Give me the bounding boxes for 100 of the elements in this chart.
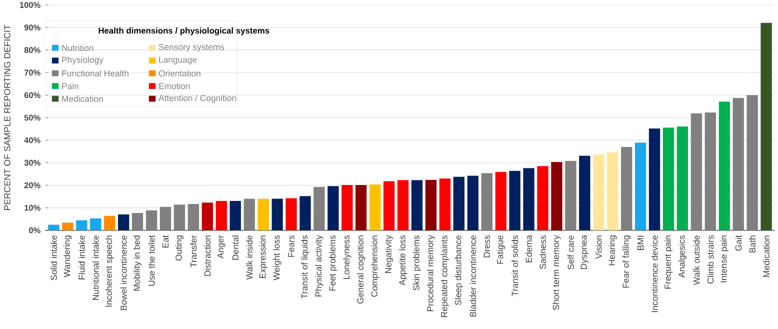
x-tick-label: Skin problems — [412, 235, 422, 290]
y-tick-label: 40% — [24, 137, 40, 144]
x-tick-label: BMI — [638, 236, 644, 250]
x-tick-label: Negativity — [384, 235, 394, 273]
bar — [160, 206, 172, 230]
x-tick-label: Repeated complaints — [440, 235, 450, 317]
bar — [607, 152, 618, 230]
x-tick-label: Sadness — [540, 235, 546, 269]
legend-label: Emotion — [159, 82, 190, 90]
x-tick-label: Dress — [484, 235, 490, 258]
y-tick-label: 50% — [24, 114, 40, 121]
legend-label: Orientation — [158, 70, 200, 76]
legend-label: Language — [159, 56, 197, 64]
x-tick-label: Fluid intake — [78, 235, 85, 280]
x-tick-label: Bath — [749, 236, 756, 252]
bar — [342, 185, 353, 230]
x-tick-label: Self care — [567, 235, 574, 270]
x-tick-label: Feet problems — [329, 235, 338, 291]
x-tick-label: Walk outside — [693, 235, 700, 286]
bar — [579, 156, 590, 230]
bar — [62, 222, 74, 230]
bar — [118, 214, 130, 230]
x-tick-label: Comprehension — [370, 236, 380, 297]
bar — [188, 204, 200, 230]
bar — [104, 216, 116, 230]
bar — [453, 176, 464, 230]
bar — [286, 198, 297, 230]
y-tick-label: 100% — [20, 2, 40, 8]
legend-label: Physiology — [62, 56, 104, 65]
x-tick-label: Analgesics — [678, 235, 687, 278]
y-tick-label: 60% — [24, 92, 40, 98]
bar — [258, 198, 269, 230]
x-tick-label: Vision — [595, 236, 602, 259]
bar — [760, 22, 772, 230]
bar — [244, 198, 255, 230]
legend-label: Nutrition — [62, 44, 94, 51]
bar — [690, 113, 702, 230]
x-tick-label: Bowel incontinence — [120, 235, 127, 310]
bar — [48, 224, 60, 230]
bar — [300, 196, 311, 230]
x-tick-label: Incontinence device — [651, 235, 658, 312]
x-tick-label: Dental — [232, 236, 239, 260]
bar — [146, 210, 158, 230]
bar — [132, 212, 144, 230]
bar — [439, 178, 451, 230]
bar — [216, 200, 227, 230]
bar — [202, 202, 213, 230]
bar — [551, 162, 562, 230]
x-tick-label: Outing — [175, 236, 184, 261]
x-tick-label: Climb strairs — [707, 235, 714, 284]
bar — [467, 176, 478, 230]
x-tick-label: Procedural memory — [426, 235, 436, 312]
x-tick-label: Incoherent speech — [106, 236, 114, 307]
x-tick-label: Sleep disturbance — [454, 235, 464, 306]
legend-title: Health dimensions / physiological systems — [98, 27, 270, 36]
x-tick-label: Dyspnea — [580, 235, 589, 270]
x-tick-label: Hearing — [608, 236, 617, 266]
x-tick-label: Fatigue — [496, 235, 505, 264]
y-axis-title: PERCENT OF SAMPLE REPORTING DEFICIT — [4, 24, 10, 210]
bar — [634, 142, 646, 230]
x-tick-label: Nutritional intake — [92, 235, 99, 300]
legend-label: Attention / Cognition — [158, 94, 236, 103]
y-tick-label: 70% — [24, 70, 40, 76]
bar — [704, 112, 716, 230]
legend-label: Pain — [62, 82, 78, 90]
x-tick-label: Bladder incontinence — [470, 235, 476, 317]
legend-label: Medication — [62, 96, 103, 102]
legend-label: Sensory systems — [158, 44, 224, 52]
x-tick-label: Edema — [526, 235, 532, 262]
bar — [425, 180, 437, 230]
x-tick-label: Lonelyness — [343, 235, 352, 279]
x-tick-label: Use the toilet — [148, 235, 155, 286]
bar — [565, 160, 576, 230]
x-tick-label: General cognition — [357, 236, 366, 304]
y-tick-label: 0% — [29, 227, 40, 234]
x-tick-label: Frequent pain — [664, 236, 673, 289]
bar — [662, 128, 674, 230]
bar — [356, 185, 367, 230]
legend-label: Functional Health — [62, 70, 128, 76]
x-tick-label: Fear of falling — [622, 236, 631, 288]
bar — [230, 200, 241, 230]
bar — [495, 172, 506, 230]
bar — [620, 146, 632, 230]
x-tick-label: Gait — [735, 235, 742, 251]
bar — [174, 204, 186, 230]
bar — [481, 173, 492, 230]
bar — [328, 186, 339, 230]
bar — [718, 102, 730, 230]
y-tick-label: 30% — [24, 160, 40, 166]
x-tick-label: Short term memory — [552, 235, 561, 310]
x-tick-label: Appetite loss — [398, 235, 408, 286]
bar — [746, 95, 758, 230]
x-tick-label: Transfer — [190, 235, 197, 268]
x-tick-label: Fears — [288, 235, 294, 257]
x-tick-label: Eat — [162, 235, 169, 248]
y-tick-label: 10% — [24, 204, 40, 211]
bar — [523, 168, 534, 230]
y-tick-label: 90% — [24, 24, 40, 30]
bar — [383, 181, 395, 230]
x-tick-label: Walk inside — [246, 235, 253, 280]
